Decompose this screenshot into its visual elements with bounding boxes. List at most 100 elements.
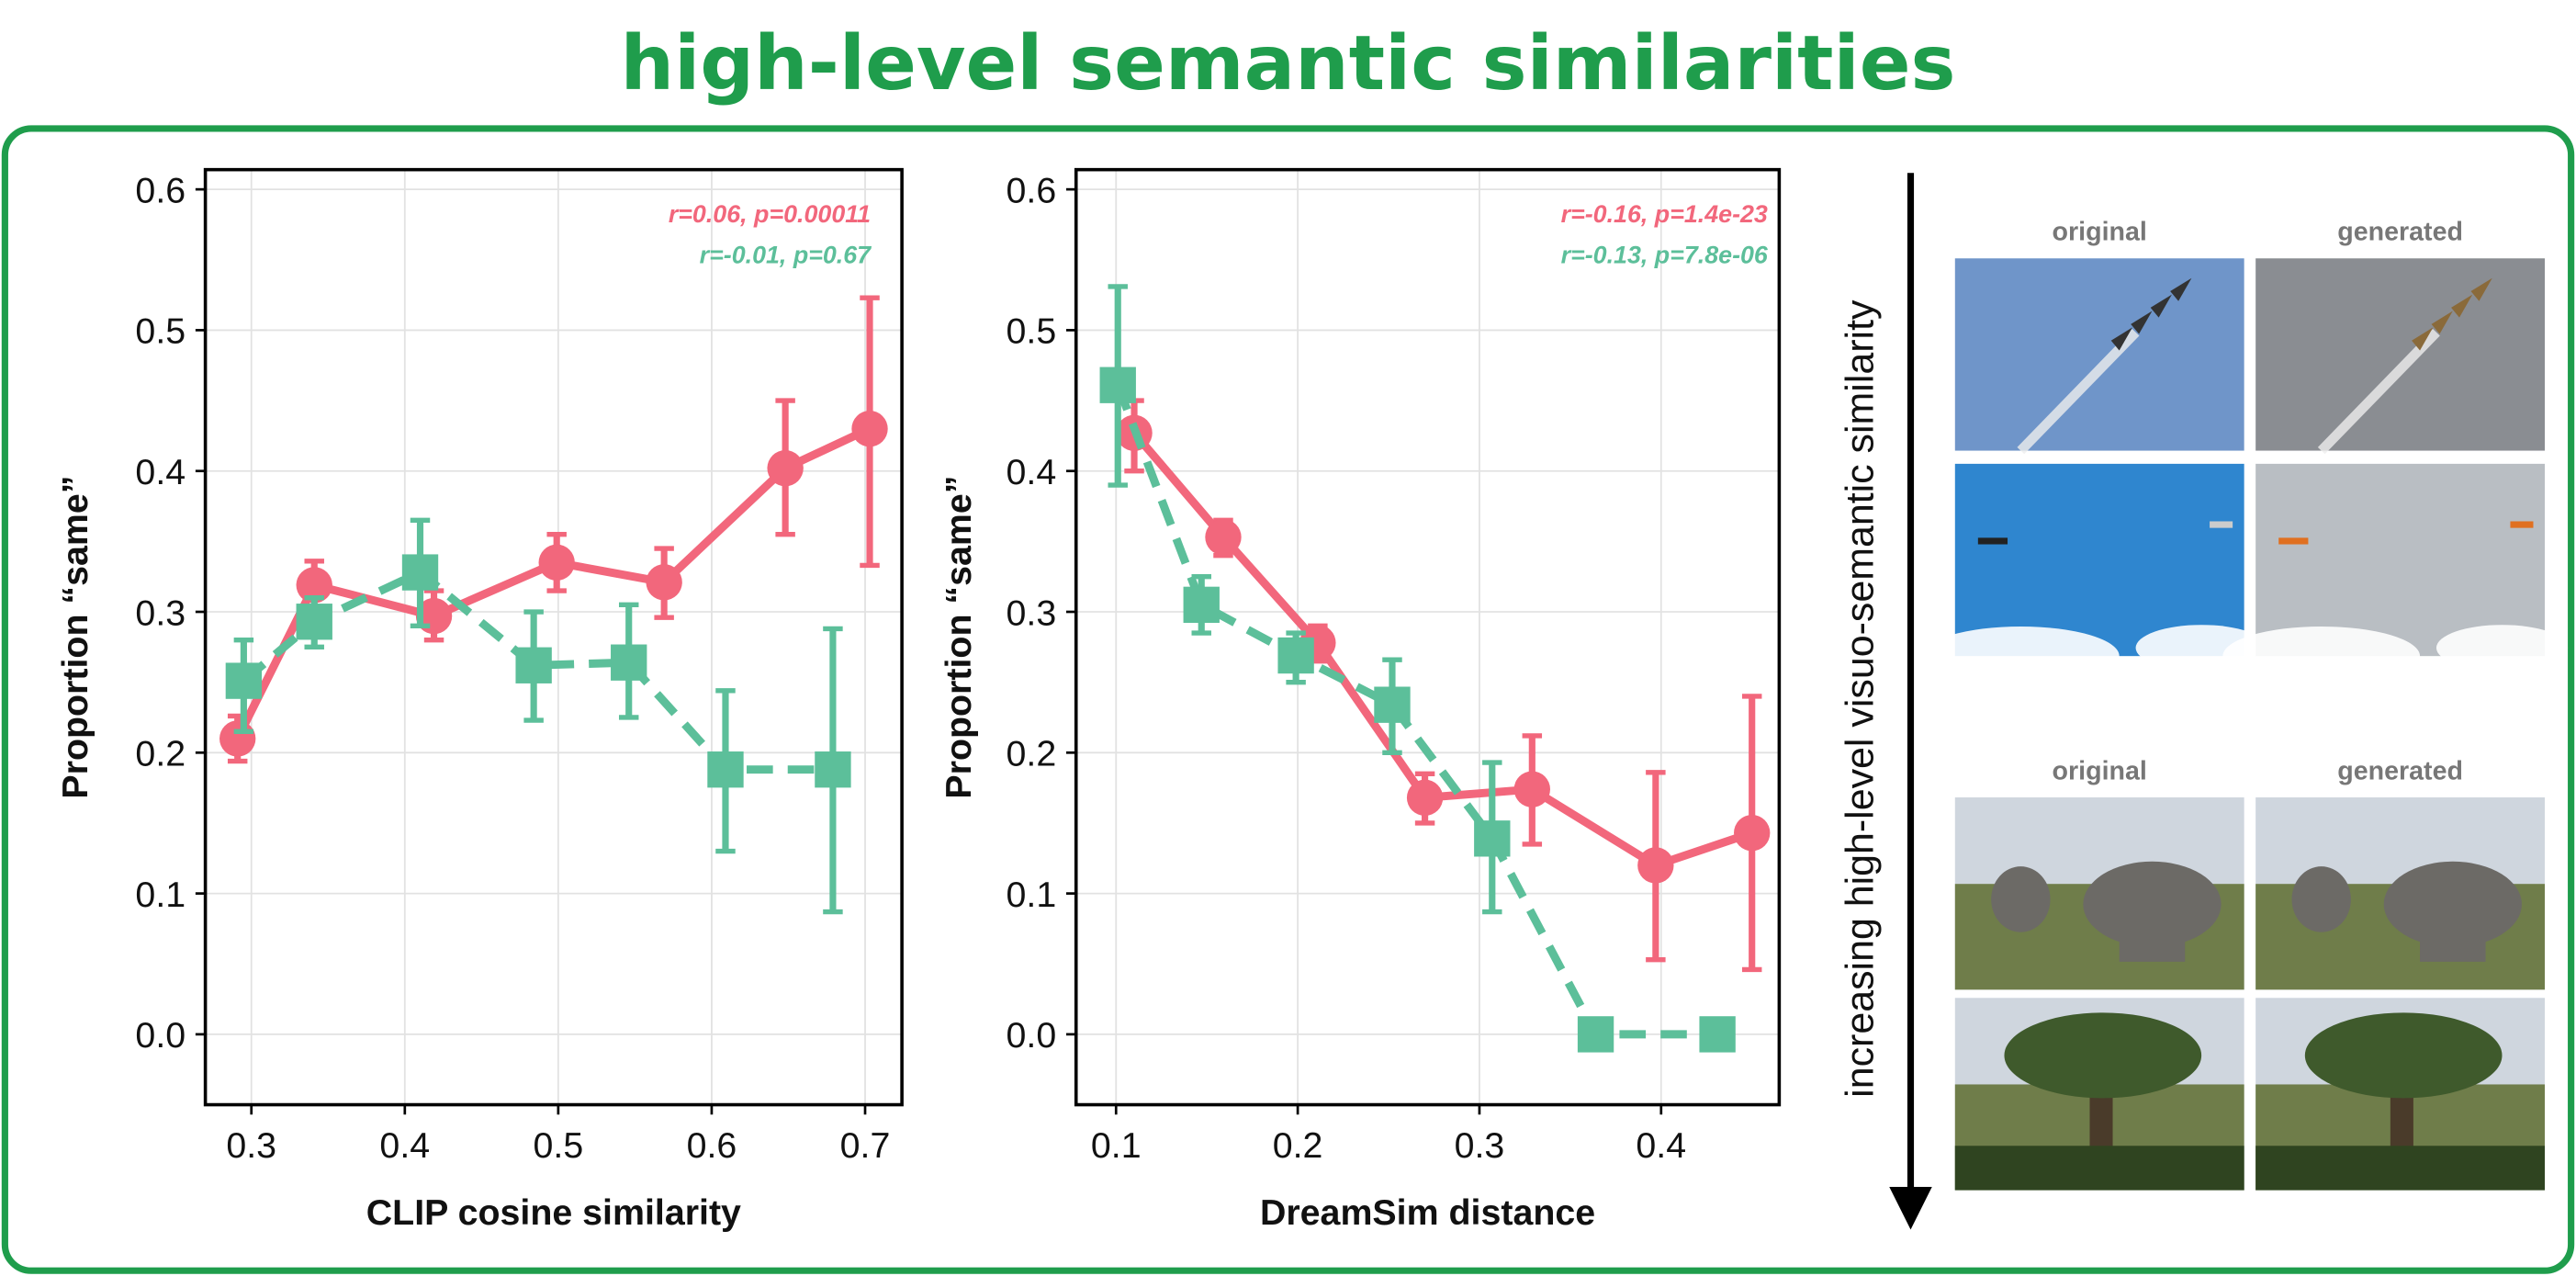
arrow-label: increasing high-level visuo-semantic sim… — [1838, 299, 1882, 1098]
bushes — [1954, 1146, 2244, 1191]
jet-icon — [2110, 327, 2132, 351]
jet-icon — [2451, 294, 2473, 318]
data-point — [296, 604, 332, 640]
cloud — [1922, 626, 2120, 686]
image-acacia-giraffes — [1954, 998, 2244, 1191]
jet-icon — [2470, 277, 2492, 301]
y-tick-label: 0.6 — [1007, 170, 1057, 210]
y-tick-label: 0.0 — [135, 1015, 186, 1056]
image-sky-jets-generated — [2255, 258, 2546, 455]
image-label-generated: generated — [2337, 756, 2463, 785]
y-tick-label: 0.3 — [1007, 593, 1057, 633]
image-background — [2255, 463, 2546, 657]
x-tick-label: 0.1 — [1091, 1125, 1142, 1166]
chart-1: 0.3 0.4 0.5 0.6 0.7 0.0 0.1 0.2 0.3 0.4 0.5 0.6 CLIP… — [55, 167, 904, 1233]
data-point — [515, 647, 552, 683]
jet-icon — [2131, 311, 2153, 334]
y-tick-label: 0.2 — [1007, 734, 1057, 774]
y-tick-label: 0.6 — [135, 170, 186, 210]
data-point — [1734, 815, 1771, 852]
jet-icon — [2170, 277, 2192, 301]
elephant-legs — [2119, 929, 2186, 962]
plane-icon — [1977, 537, 2008, 545]
image-background — [1954, 463, 2244, 657]
plot-area — [203, 167, 904, 1107]
x-tick-label: 0.3 — [1455, 1125, 1505, 1166]
x-tick-label: 0.4 — [1636, 1125, 1686, 1166]
data-point — [1637, 847, 1674, 884]
image-sky-planes-generated — [2222, 463, 2569, 686]
data-point — [646, 564, 682, 601]
data-point — [1474, 820, 1511, 857]
elephant-icon — [2083, 861, 2222, 947]
y-tick-label: 0.3 — [135, 593, 186, 633]
x-tick-label: 0.2 — [1273, 1125, 1323, 1166]
chart-2: 0.1 0.2 0.3 0.4 0.0 0.1 0.2 0.3 0.4 0.5 0.6 DreamSi… — [939, 167, 1782, 1233]
data-point — [1406, 779, 1444, 817]
series-teal — [225, 517, 851, 915]
elephant-icon — [2383, 861, 2522, 947]
cloud — [2435, 625, 2569, 672]
plot-area — [1074, 167, 1782, 1107]
jet-icon — [2431, 311, 2453, 334]
y-tick-label: 0.4 — [135, 452, 186, 492]
data-point — [296, 567, 332, 604]
data-point — [225, 662, 263, 699]
data-point — [401, 554, 439, 591]
image-label-generated: generated — [2337, 218, 2463, 247]
data-point — [1205, 519, 1242, 556]
x-axis-label: CLIP cosine similarity — [366, 1192, 741, 1233]
image-elephants-generated — [2255, 797, 2546, 990]
cloud — [2222, 626, 2421, 686]
y-tick-label: 0.5 — [135, 311, 186, 352]
similarity-arrow: increasing high-level visuo-semantic sim… — [1838, 173, 1932, 1230]
x-tick-label: 0.6 — [687, 1125, 737, 1166]
y-tick-label: 0.0 — [1007, 1015, 1057, 1056]
image-label-original: original — [2053, 756, 2147, 785]
data-point — [851, 411, 888, 447]
image-sky-jets — [1954, 258, 2244, 455]
data-point — [1277, 637, 1314, 674]
image-acacia-giraffes-generated — [2255, 998, 2546, 1191]
x-tick-label: 0.5 — [534, 1125, 584, 1166]
stat-annotation-pink: r=0.06, p=0.00011 — [669, 200, 871, 228]
y-tick-label: 0.1 — [1007, 875, 1057, 915]
image-elephants — [1954, 797, 2244, 990]
series-teal — [1099, 284, 1736, 1053]
data-point — [1099, 367, 1136, 403]
stat-annotation-teal: r=-0.13, p=7.8e-06 — [1561, 242, 1769, 269]
arrow-head-icon — [1889, 1186, 1932, 1230]
data-point — [707, 751, 744, 788]
series-line-teal — [1114, 383, 1718, 1039]
jet-icon — [2412, 327, 2434, 351]
image-background — [1954, 258, 2244, 451]
y-tick-label: 0.5 — [1007, 311, 1057, 352]
y-tick-label: 0.2 — [135, 734, 186, 774]
y-tick-label: 0.4 — [1007, 452, 1057, 492]
x-tick-label: 0.7 — [840, 1125, 891, 1166]
data-point — [538, 544, 575, 582]
data-point — [767, 449, 804, 487]
tree-canopy — [2304, 1012, 2503, 1099]
elephant-legs — [2420, 929, 2486, 962]
data-point — [815, 751, 851, 788]
x-axis-label: DreamSim distance — [1260, 1192, 1595, 1233]
x-tick-label: 0.4 — [379, 1125, 430, 1166]
image-sky-planes-clouds — [1922, 463, 2267, 686]
image-label-original: original — [2053, 218, 2147, 247]
tree-canopy — [2004, 1012, 2202, 1099]
data-point — [1183, 586, 1220, 624]
bushes — [2255, 1146, 2546, 1191]
contrail — [2317, 329, 2440, 455]
elephant-icon — [1991, 866, 2051, 932]
y-axis-label: Proportion “same” — [939, 476, 979, 799]
series-line-pink — [1131, 430, 1754, 870]
jet-icon — [2150, 294, 2172, 318]
figure-title: high-level semantic similarities — [621, 20, 1956, 107]
plane-icon — [2210, 521, 2233, 528]
data-point — [219, 720, 256, 757]
plane-icon — [2278, 537, 2309, 545]
contrail — [2017, 329, 2140, 455]
stat-annotation-pink: r=-0.16, p=1.4e-23 — [1561, 200, 1768, 228]
